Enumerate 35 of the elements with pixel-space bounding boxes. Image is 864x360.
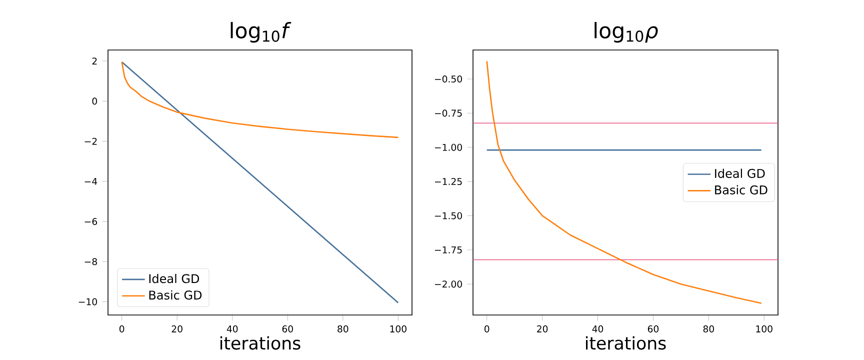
legend-label: Ideal GD <box>715 168 765 178</box>
x-tick-label: 0 <box>119 325 124 332</box>
x-tick-label: 80 <box>338 325 348 332</box>
line-series <box>121 61 399 138</box>
y-tick-label: −2 <box>84 138 97 145</box>
y-tick-label: −4 <box>84 178 98 185</box>
y-tick-label: −8 <box>84 258 97 266</box>
y-tick-label: −1.50 <box>434 212 462 220</box>
y-tick-label: −1.00 <box>434 144 462 151</box>
chart-title: log$_{10}$ρ <box>594 22 658 43</box>
x-tick-label: 60 <box>648 325 659 332</box>
x-tick-label: 80 <box>703 325 714 332</box>
y-tick-label: −1.25 <box>434 178 462 186</box>
chart-title: log$_{10}$f <box>230 22 292 43</box>
x-tick-label: 40 <box>226 325 238 332</box>
x-tick-label: 20 <box>172 325 182 332</box>
x-tick-label: 60 <box>282 325 293 332</box>
y-tick-label: −1.75 <box>434 246 462 254</box>
legend-label: Basic GD <box>149 290 202 300</box>
x-tick-label: 40 <box>592 325 604 332</box>
legend-label: Ideal GD <box>149 274 200 284</box>
y-tick-label: −0.75 <box>434 110 462 117</box>
y-tick-label: 2 <box>92 58 97 64</box>
x-axis-title: iterations <box>586 336 666 350</box>
x-tick-label: 0 <box>484 325 490 332</box>
x-tick-label: 100 <box>390 325 406 332</box>
y-tick-label: 0 <box>92 98 97 105</box>
y-tick-label: −0.50 <box>434 75 462 83</box>
y-tick-label: −6 <box>84 218 98 226</box>
x-tick-label: 100 <box>756 325 772 332</box>
x-tick-label: 20 <box>537 325 548 332</box>
y-tick-label: −2.00 <box>434 280 462 288</box>
y-tick-label: −10 <box>78 298 97 306</box>
legend-label: Basic GD <box>715 185 768 194</box>
x-axis-title: iterations <box>220 336 300 350</box>
